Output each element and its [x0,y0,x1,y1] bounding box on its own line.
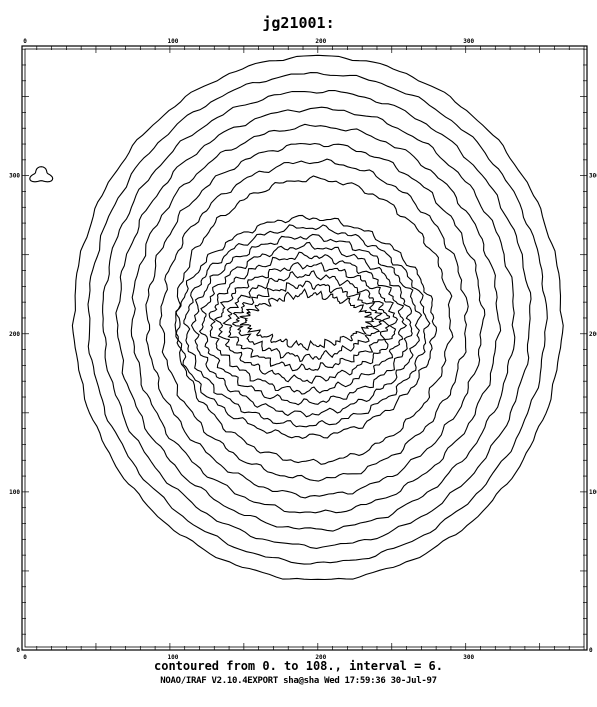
contour-line [198,241,413,406]
contour-line [222,270,391,372]
axis-ticks [21,46,587,651]
plot-border [21,45,588,651]
contour-line [159,158,469,482]
contour-line [115,106,516,532]
x-tick-label-top: 200 [315,38,326,45]
contour-caption: contoured from 0. to 108., interval = 6. [154,659,443,673]
y-tick-label-left: 100 [9,489,20,496]
x-tick-label-top: 100 [167,38,178,45]
y-tick-label-left: 200 [9,331,20,338]
x-tick-label-bottom: 100 [167,654,178,661]
contour-line [174,175,454,465]
contour-line [71,54,564,581]
x-tick-label-top: 0 [23,38,27,45]
contour-line [239,288,375,351]
x-tick-label-top: 300 [463,38,474,45]
contour-line [145,142,486,499]
contour-lines [29,54,564,581]
x-tick-label-bottom: 0 [23,654,27,661]
contour-line [175,214,438,439]
contour-line [102,89,532,549]
plot-frame [21,45,588,651]
contour-line [183,224,431,428]
contour-line [213,261,399,385]
contour-line [130,123,502,514]
y-tick-label-right: 100 [589,489,597,496]
y-tick-label-right: 0 [589,647,593,654]
contour-line [208,251,408,395]
software-footer: NOAO/IRAF V2.10.4EXPORT sha@sha Wed 17:5… [160,676,437,686]
chart-title: jg21001: [262,14,335,32]
y-tick-label-right: 300 [589,173,597,180]
plot-border-inner [24,48,585,648]
y-tick-label-left: 0 [16,647,20,654]
axis-tick-labels: 0010010020020030030000100100200200300300 [9,38,597,661]
contour-line-blob [29,166,54,183]
contour-line [231,280,383,363]
y-tick-label-left: 300 [9,173,20,180]
y-tick-label-right: 200 [589,331,597,338]
contour-line [87,72,548,565]
contour-line [190,233,423,418]
x-tick-label-bottom: 300 [463,654,474,661]
x-tick-label-bottom: 200 [315,654,326,661]
